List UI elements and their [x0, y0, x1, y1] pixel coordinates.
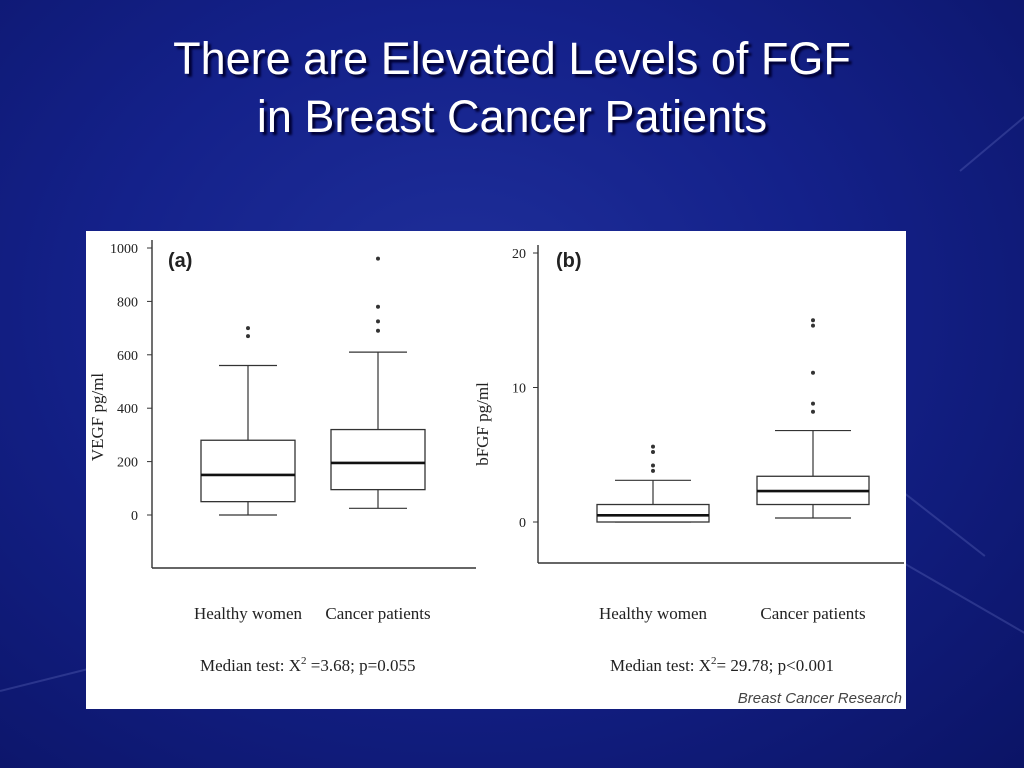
slide-title-line-2: in Breast Cancer Patients: [256, 91, 768, 142]
outlier-point: [651, 444, 655, 449]
outlier-point: [811, 318, 815, 323]
interquartile-box: [200, 439, 296, 503]
outlier-point: [376, 304, 380, 309]
y-axis-label: bFGF pg/ml: [473, 382, 492, 466]
y-tick-label: 200: [117, 456, 138, 471]
outlier-point: [811, 370, 815, 375]
category-label: Cancer patients: [760, 604, 865, 623]
outlier-point: [376, 256, 380, 261]
y-tick-label: 800: [117, 295, 138, 310]
outlier-point: [651, 450, 655, 455]
outlier-point: [376, 319, 380, 324]
slide-title: There are Elevated Levels of FGF in Brea…: [0, 30, 1024, 146]
boxplot-panel: 0 10 20 bFGF pg/ml (b) Healthy women Cancer pa…: [473, 245, 904, 675]
box-healthy-women: [200, 326, 296, 516]
category-label: Cancer patients: [325, 604, 430, 623]
outlier-point: [376, 328, 380, 333]
panel-label: (b): [556, 250, 582, 272]
y-tick-label: 20: [512, 247, 526, 262]
y-tick-label: 1000: [110, 242, 138, 257]
y-tick-label: 0: [131, 509, 138, 524]
y-axis-label: VEGF pg/ml: [88, 373, 107, 462]
figure-panel: 0 200 400 600 800 1000 VEGF pg/ml (a) Healthy wo…: [86, 231, 906, 709]
figure-credit: Breast Cancer Research: [737, 690, 902, 707]
outlier-point: [811, 401, 815, 406]
outlier-point: [651, 463, 655, 468]
outlier-point: [246, 334, 250, 339]
box-cancer-patients: [756, 318, 870, 519]
interquartile-box: [330, 428, 426, 491]
slide-title-line-1: There are Elevated Levels of FGF: [173, 33, 851, 84]
box-cancer-patients: [330, 256, 426, 509]
background-streak: [899, 560, 1024, 642]
box-healthy-women: [596, 444, 710, 523]
category-label: Healthy women: [599, 604, 708, 623]
outlier-point: [651, 468, 655, 473]
interquartile-box: [596, 503, 710, 523]
y-tick-label: 0: [519, 516, 526, 531]
outlier-point: [811, 409, 815, 414]
category-label: Healthy women: [194, 604, 303, 623]
panel-label: (a): [168, 250, 192, 272]
outlier-point: [246, 326, 250, 331]
outlier-point: [811, 323, 815, 328]
y-tick-label: 10: [512, 382, 526, 397]
y-tick-label: 600: [117, 349, 138, 364]
median-test-label: Median test: X2 =3.68; p=0.055: [200, 655, 415, 675]
median-test-label: Median test: X2= 29.78; p<0.001: [610, 655, 834, 675]
boxplot-panel: 0 200 400 600 800 1000 VEGF pg/ml (a) Healthy wo…: [88, 240, 476, 675]
y-tick-label: 400: [117, 402, 138, 417]
